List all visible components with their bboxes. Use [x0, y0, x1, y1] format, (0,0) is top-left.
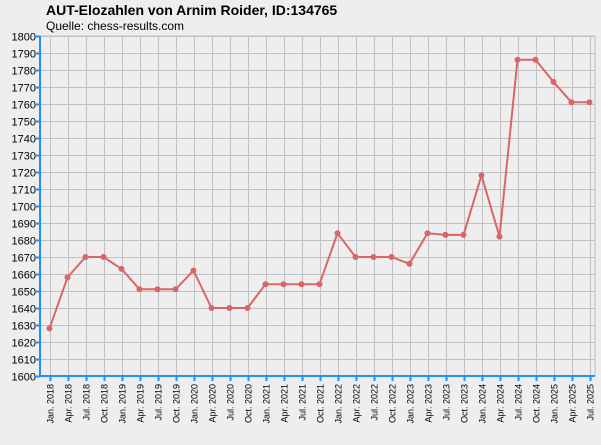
y-tick-label: 1620 [12, 338, 36, 350]
data-point [316, 281, 323, 288]
x-tick-label: Apr. 2024 [496, 384, 506, 423]
data-point [280, 281, 287, 288]
y-tick-label: 1780 [12, 66, 36, 78]
data-point [100, 254, 107, 260]
data-point [82, 254, 89, 260]
data-point [550, 78, 557, 85]
data-point [172, 286, 179, 293]
y-tick-label: 1640 [12, 304, 36, 316]
x-tick-label: Oct. 2019 [172, 384, 182, 423]
data-point [298, 281, 305, 288]
series-polyline [48, 58, 590, 329]
data-point [136, 286, 143, 293]
x-tick-label: Jul. 2023 [442, 384, 452, 421]
y-tick-label: 1660 [12, 270, 36, 282]
data-point [460, 231, 467, 238]
y-tick-label: 1670 [12, 253, 36, 265]
y-tick-label: 1650 [12, 287, 36, 299]
x-tick-label: Jan. 2018 [46, 384, 56, 424]
y-tick-label: 1790 [12, 49, 36, 61]
x-tick-label: Jul. 2020 [226, 384, 236, 421]
x-tick-label: Oct. 2022 [388, 384, 398, 423]
x-tick-label: Jan. 2024 [478, 384, 488, 424]
y-tick-label: 1700 [12, 202, 36, 214]
data-point [208, 305, 215, 311]
x-tick-label: Apr. 2023 [424, 384, 434, 423]
data-point [586, 99, 593, 106]
x-tick-label: Jan. 2019 [118, 384, 128, 424]
y-tick-label: 1720 [12, 168, 36, 180]
y-tick-label: 1630 [12, 321, 36, 333]
x-tick-label: Apr. 2019 [136, 384, 146, 423]
x-tick-label: Apr. 2018 [64, 384, 74, 423]
data-point [496, 233, 503, 240]
data-point [154, 286, 161, 293]
data-point [244, 305, 251, 311]
data-point [334, 230, 341, 237]
data-point [118, 265, 125, 272]
y-tick-label: 1750 [12, 117, 36, 129]
x-tick-label: Oct. 2024 [532, 384, 542, 423]
grid-lines [39, 35, 596, 377]
data-point [532, 56, 539, 63]
x-tick-label: Jan. 2022 [334, 384, 344, 424]
data-point [424, 230, 431, 237]
data-point [190, 267, 197, 274]
data-point [64, 274, 71, 281]
data-point [352, 254, 359, 260]
x-axis-ticks: Jan. 2018 Apr. 2018 Jul. 2018 Oct. 2018 Jan.… [46, 376, 596, 424]
data-point [226, 305, 233, 311]
data-point [568, 99, 575, 106]
x-tick-label: Jan. 2021 [262, 384, 272, 424]
data-point [514, 56, 521, 63]
x-tick-label: Oct. 2020 [244, 384, 254, 423]
y-tick-label: 1710 [12, 185, 36, 197]
x-tick-label: Apr. 2020 [208, 384, 218, 423]
y-tick-label: 1680 [12, 236, 36, 248]
data-point [442, 231, 449, 238]
y-tick-label: 1770 [12, 83, 36, 95]
data-point [46, 325, 53, 332]
y-tick-label: 1760 [12, 100, 36, 112]
x-tick-label: Jul. 2021 [298, 384, 308, 421]
data-point [262, 281, 269, 288]
y-tick-label: 1730 [12, 151, 36, 163]
x-tick-label: Apr. 2021 [280, 384, 290, 423]
data-point [406, 260, 413, 267]
x-tick-label: Apr. 2022 [352, 384, 362, 423]
x-tick-label: Jul. 2024 [514, 384, 524, 421]
y-tick-label: 1740 [12, 134, 36, 146]
x-tick-label: Jul. 2018 [82, 384, 92, 421]
data-point [388, 254, 395, 260]
y-tick-label: 1690 [12, 219, 36, 231]
x-tick-label: Jan. 2023 [406, 384, 416, 424]
x-tick-label: Apr. 2025 [568, 384, 578, 423]
x-tick-label: Jul. 2025 [586, 384, 596, 421]
y-tick-label: 1610 [12, 355, 36, 367]
data-points [46, 56, 593, 332]
x-tick-label: Jul. 2022 [370, 384, 380, 421]
y-axis-ticks: 1600 1610 1620 1630 1640 1650 1660 1670 1680 1690… [12, 32, 40, 384]
y-tick-label: 1800 [12, 32, 36, 44]
data-point [370, 254, 377, 260]
x-tick-label: Jan. 2025 [550, 384, 560, 424]
y-tick-label: 1600 [12, 372, 36, 384]
series-line [48, 58, 590, 329]
x-tick-label: Jan. 2020 [190, 384, 200, 424]
chart-subtitle: Quelle: chess-results.com [46, 19, 185, 33]
chart-title: AUT-Elozahlen von Arnim Roider, ID:13476… [46, 2, 338, 18]
x-tick-label: Oct. 2023 [460, 384, 470, 423]
x-tick-label: Oct. 2018 [100, 384, 110, 423]
x-tick-label: Jul. 2019 [154, 384, 164, 421]
data-point [478, 172, 485, 179]
x-tick-label: Oct. 2021 [316, 384, 326, 423]
